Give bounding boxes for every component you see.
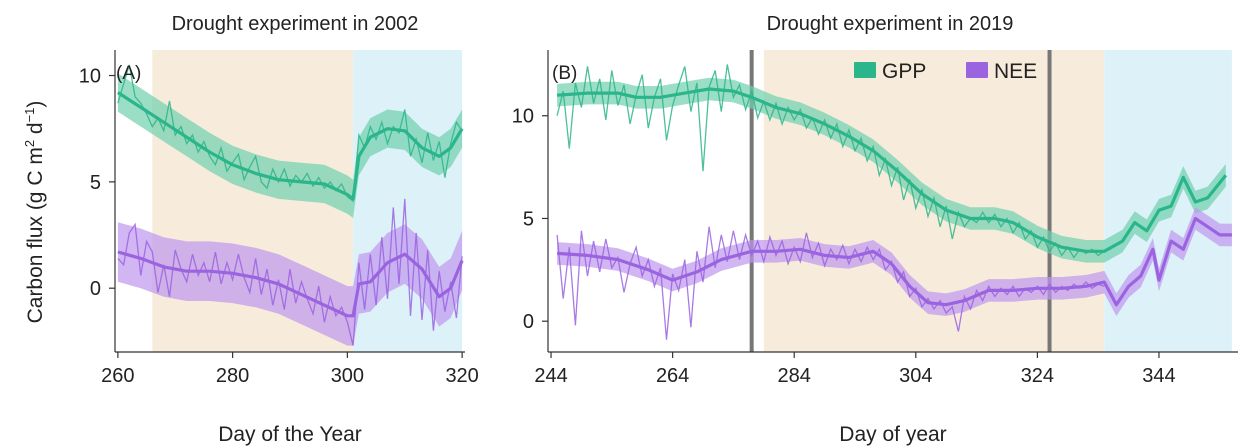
nee-uncertainty-band [117, 222, 463, 346]
plot-area [117, 64, 464, 346]
x-axis-label: Day of year [839, 423, 946, 446]
x-tick-label: 284 [778, 365, 811, 387]
gpp-daily-line [556, 64, 1105, 259]
y-tick-label: 5 [90, 172, 101, 194]
panel-b-chart: 244 264 284 304 324 344 0 5 10 Drought experiment… [512, 13, 1238, 446]
legend-swatch-gpp [854, 62, 876, 78]
gpp-smoothed-line [556, 87, 1228, 253]
gpp-daily-line [117, 64, 463, 203]
y-tick-label: 0 [523, 311, 534, 333]
gpp-uncertainty-band [557, 77, 1226, 263]
x-tick-label: 300 [331, 365, 364, 387]
panel-label: (B) [552, 63, 577, 84]
nee-daily-line [117, 198, 463, 346]
y-tick-label: 10 [79, 66, 101, 88]
y-tick-label: 5 [523, 208, 534, 230]
legend-swatch-nee [966, 62, 988, 78]
x-tick-label: 264 [656, 365, 689, 387]
legend-label-nee: NEE [994, 60, 1037, 83]
panel-a-chart: 260 280 300 320 0 5 10 Drought experiment in 20… [79, 13, 479, 446]
x-axis-label: Day of the Year [218, 423, 362, 446]
gpp-smoothed-line [117, 91, 464, 201]
x-tick-label: 304 [899, 365, 932, 387]
y-tick-label: 0 [90, 278, 101, 300]
y-axis-label: Carbon flux (g C m2 d−1) [22, 101, 47, 324]
chart-title: Drought experiment in 2002 [172, 13, 419, 35]
legend: GPP NEE [854, 60, 1037, 83]
x-tick-label: 260 [101, 365, 134, 387]
x-tick-label: 280 [216, 365, 249, 387]
nee-smoothed-line [556, 216, 1232, 307]
x-tick-label: 324 [1021, 365, 1054, 387]
plot-area [556, 64, 1232, 340]
y-tick-label: 10 [512, 106, 534, 128]
x-tick-label: 344 [1142, 365, 1175, 387]
chart-title: Drought experiment in 2019 [767, 13, 1014, 35]
x-tick-label: 244 [534, 365, 567, 387]
panel-label: (A) [116, 63, 141, 84]
legend-label-gpp: GPP [882, 60, 926, 83]
x-tick-label: 320 [445, 365, 478, 387]
nee-daily-line [556, 226, 1105, 340]
gpp-uncertainty-band [117, 73, 463, 219]
nee-smoothed-line [117, 250, 464, 318]
